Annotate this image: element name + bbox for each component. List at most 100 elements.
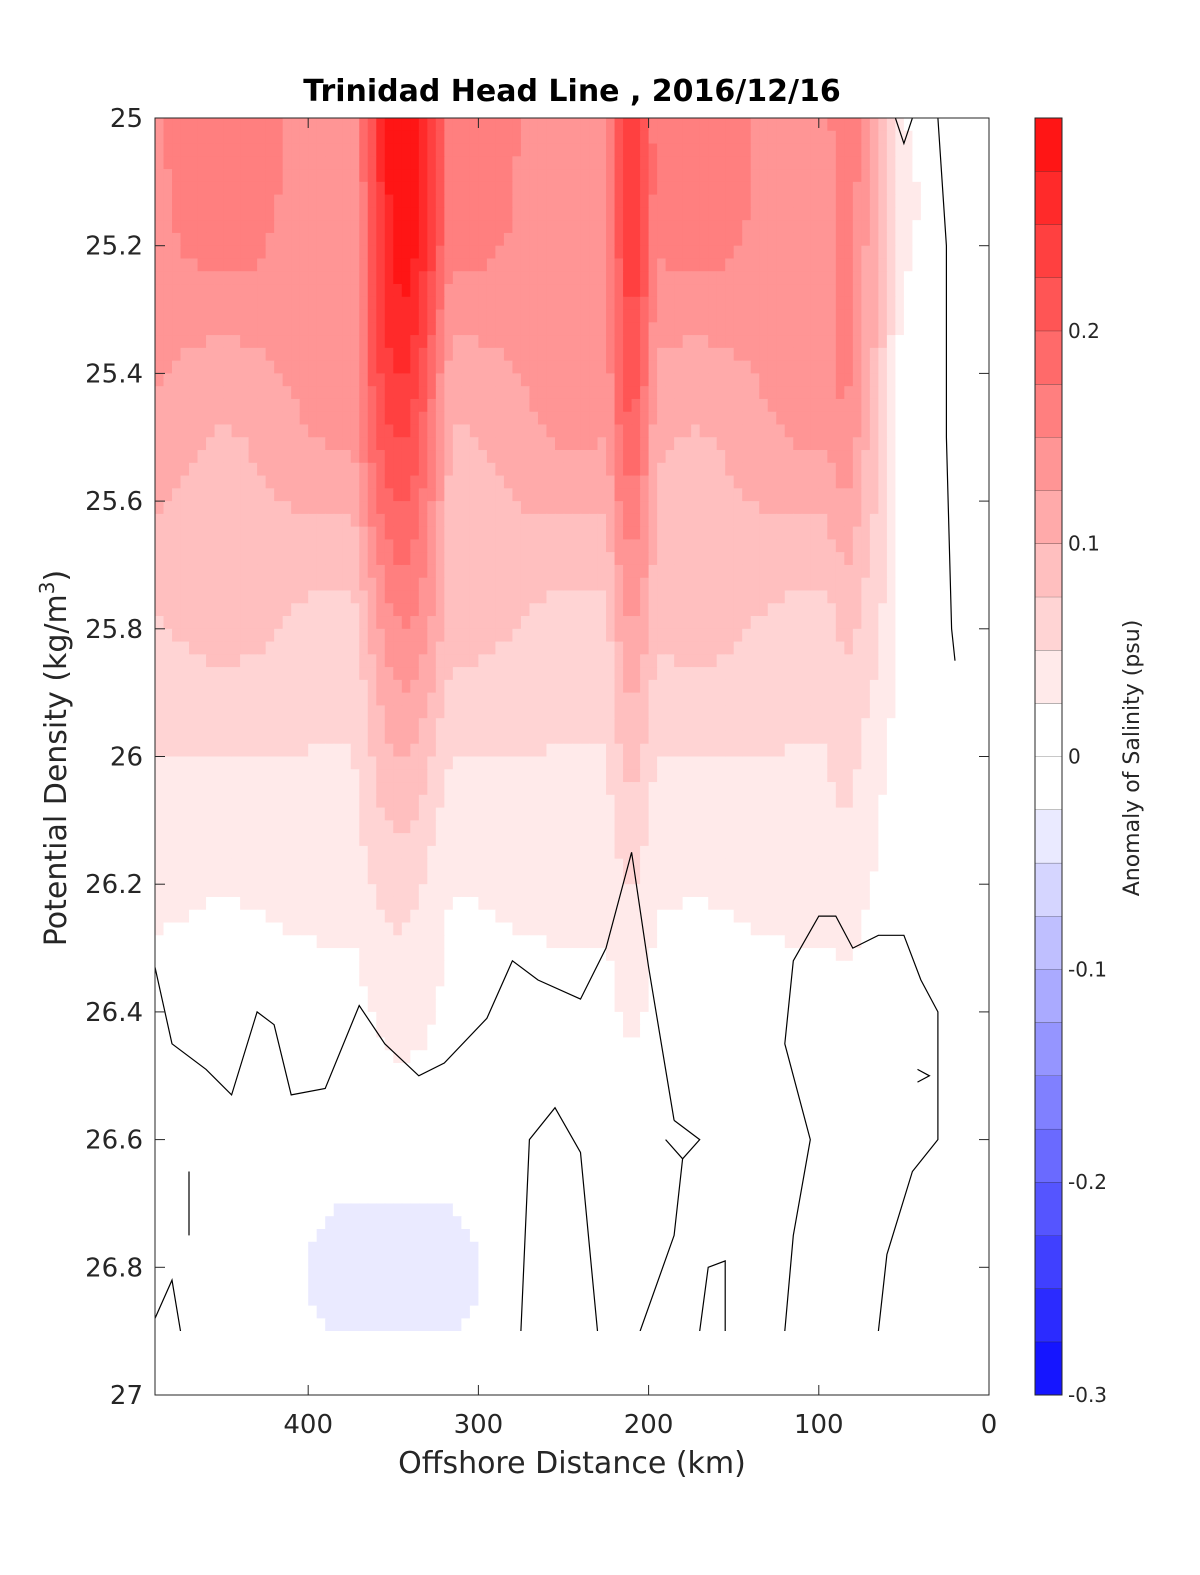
field-cell bbox=[427, 462, 437, 477]
field-cell bbox=[648, 730, 658, 745]
field-cell bbox=[759, 692, 769, 707]
field-cell bbox=[359, 373, 369, 387]
field-cell bbox=[869, 284, 879, 298]
field-cell bbox=[657, 462, 667, 477]
field-cell bbox=[461, 373, 471, 387]
field-cell bbox=[784, 258, 794, 272]
field-cell bbox=[861, 616, 871, 630]
field-cell bbox=[648, 232, 658, 247]
field-cell bbox=[563, 513, 573, 528]
field-cell bbox=[682, 526, 692, 541]
field-cell bbox=[435, 564, 445, 579]
field-cell bbox=[733, 373, 743, 387]
field-cell bbox=[529, 398, 539, 413]
field-cell bbox=[376, 245, 386, 260]
field-cell bbox=[367, 667, 377, 681]
field-cell bbox=[623, 743, 633, 758]
field-cell bbox=[869, 169, 879, 183]
field-cell bbox=[810, 271, 820, 285]
field-cell bbox=[725, 296, 735, 311]
field-cell bbox=[495, 679, 505, 694]
field-cell bbox=[529, 322, 539, 336]
field-cell bbox=[486, 130, 497, 145]
field-cell bbox=[589, 590, 599, 604]
field-cell bbox=[750, 654, 760, 668]
field-cell bbox=[401, 130, 411, 145]
field-cell bbox=[197, 169, 207, 183]
field-cell bbox=[742, 654, 752, 668]
field-cell bbox=[589, 181, 599, 196]
field-cell bbox=[946, 169, 956, 183]
field-cell bbox=[248, 501, 258, 515]
field-cell bbox=[206, 322, 216, 336]
field-cell bbox=[971, 360, 982, 374]
field-cell bbox=[954, 220, 965, 234]
field-cell bbox=[580, 488, 590, 502]
field-cell bbox=[512, 245, 522, 260]
field-cell bbox=[606, 424, 616, 438]
field-cell bbox=[742, 386, 752, 400]
field-cell bbox=[606, 271, 616, 285]
field-cell bbox=[452, 462, 462, 477]
field-cell bbox=[469, 309, 479, 323]
field-cell bbox=[657, 526, 667, 541]
field-cell bbox=[580, 424, 590, 438]
field-cell bbox=[895, 692, 905, 707]
field-cell bbox=[274, 705, 284, 719]
field-cell bbox=[503, 667, 514, 681]
field-cell bbox=[691, 628, 701, 643]
field-cell bbox=[223, 424, 233, 438]
field-cell bbox=[818, 641, 828, 655]
field-cell bbox=[503, 437, 514, 451]
field-cell bbox=[163, 232, 173, 247]
field-cell bbox=[180, 220, 190, 234]
field-cell bbox=[325, 207, 335, 221]
field-cell bbox=[444, 386, 454, 400]
field-cell bbox=[308, 475, 318, 489]
field-cell bbox=[478, 424, 488, 438]
field-cell bbox=[308, 539, 318, 553]
field-cell bbox=[316, 360, 326, 374]
field-cell bbox=[861, 309, 871, 323]
field-cell bbox=[597, 169, 607, 183]
field-cell bbox=[308, 526, 318, 541]
field-cell bbox=[674, 335, 684, 349]
field-cell bbox=[223, 437, 233, 451]
field-cell bbox=[240, 679, 250, 694]
field-cell bbox=[257, 654, 267, 668]
field-cell bbox=[384, 411, 394, 426]
field-cell bbox=[971, 309, 982, 323]
field-cell bbox=[963, 462, 973, 477]
field-cell bbox=[878, 322, 888, 336]
field-cell bbox=[699, 603, 709, 617]
field-cell bbox=[614, 296, 624, 311]
field-cell bbox=[546, 590, 556, 604]
field-cell bbox=[572, 616, 582, 630]
field-cell bbox=[665, 513, 675, 528]
field-cell bbox=[155, 360, 165, 374]
field-cell bbox=[563, 118, 573, 132]
field-cell bbox=[878, 335, 888, 349]
field-cell bbox=[699, 386, 709, 400]
field-cell bbox=[265, 143, 275, 157]
field-cell bbox=[469, 616, 479, 630]
field-cell bbox=[699, 501, 709, 515]
field-cell bbox=[563, 450, 573, 464]
field-cell bbox=[878, 730, 888, 745]
field-cell bbox=[810, 730, 820, 745]
field-cell bbox=[784, 539, 794, 553]
field-cell bbox=[180, 692, 190, 707]
field-cell bbox=[912, 245, 922, 260]
field-cell bbox=[435, 577, 445, 592]
field-cell bbox=[189, 603, 199, 617]
field-cell bbox=[580, 513, 590, 528]
field-cell bbox=[563, 667, 573, 681]
field-cell bbox=[920, 488, 931, 502]
field-cell bbox=[427, 220, 437, 234]
field-cell bbox=[503, 539, 514, 553]
field-cell bbox=[597, 679, 607, 694]
field-cell bbox=[282, 424, 292, 438]
field-cell bbox=[180, 679, 190, 694]
field-cell bbox=[486, 705, 497, 719]
field-cell bbox=[572, 271, 582, 285]
